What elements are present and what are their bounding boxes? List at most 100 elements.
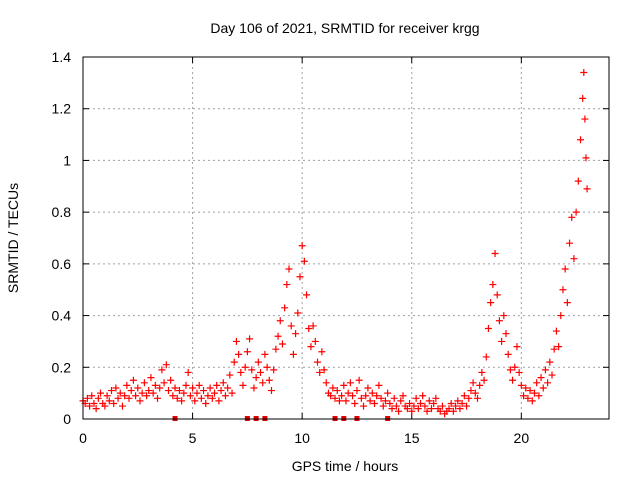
data-point — [241, 363, 249, 371]
data-point — [511, 363, 519, 371]
data-point — [580, 69, 588, 77]
data-point — [202, 399, 210, 407]
data-point — [526, 387, 534, 395]
data-point — [248, 366, 256, 374]
x-tick-label: 20 — [514, 430, 530, 446]
data-point — [572, 208, 580, 216]
data-point — [263, 363, 271, 371]
data-point — [208, 394, 216, 402]
data-point — [147, 374, 155, 382]
data-point — [149, 389, 157, 397]
data-point — [197, 394, 205, 402]
data-point — [489, 281, 497, 289]
data-point — [127, 387, 135, 395]
data-point — [303, 291, 311, 299]
data-point — [458, 399, 466, 407]
data-point — [145, 387, 153, 395]
y-tick-label: 0.2 — [52, 359, 72, 375]
data-point — [92, 405, 100, 413]
data-point — [456, 405, 464, 413]
data-point — [498, 337, 506, 345]
data-point — [495, 317, 503, 325]
data-point — [465, 394, 473, 402]
data-point — [123, 381, 131, 389]
data-point — [432, 394, 440, 402]
data-point — [164, 387, 172, 395]
data-point — [537, 374, 545, 382]
data-point — [390, 394, 398, 402]
plot-frame — [82, 56, 610, 420]
data-point — [252, 374, 260, 382]
y-tick-label: 1 — [63, 152, 71, 168]
data-point — [417, 399, 425, 407]
data-points — [79, 69, 591, 418]
data-point — [289, 350, 297, 358]
data-point — [520, 392, 528, 400]
data-point — [377, 394, 385, 402]
data-point — [351, 399, 359, 407]
data-point — [333, 387, 341, 395]
data-point — [388, 405, 396, 413]
axis-ticks: 0 0.2 0.4 0.6 0.8 1 1.2 1.4 0 5 10 15 20 — [52, 49, 609, 446]
data-point — [219, 379, 227, 387]
data-point — [211, 389, 218, 397]
data-point — [134, 384, 142, 392]
data-point — [539, 384, 547, 392]
data-point — [267, 387, 275, 395]
data-point — [570, 255, 578, 263]
data-point — [480, 376, 488, 384]
data-point — [360, 402, 368, 410]
data-point — [259, 379, 267, 387]
y-tick-label: 1.2 — [52, 101, 72, 117]
data-point — [491, 250, 499, 258]
data-point — [493, 291, 501, 299]
data-point — [175, 387, 183, 395]
y-tick-label: 0.4 — [52, 308, 72, 324]
data-point — [384, 389, 392, 397]
data-point — [392, 402, 400, 410]
data-point — [338, 392, 346, 400]
data-point — [555, 343, 563, 351]
data-point — [423, 407, 431, 415]
data-point — [173, 394, 181, 402]
data-point — [474, 394, 481, 402]
data-point — [118, 402, 126, 410]
data-point — [254, 358, 262, 366]
data-point — [103, 392, 111, 400]
data-point — [298, 242, 306, 250]
data-point — [167, 376, 175, 384]
data-point — [478, 368, 486, 376]
data-point — [346, 379, 354, 387]
data-point — [186, 392, 194, 400]
data-point — [559, 286, 567, 294]
data-point — [204, 392, 212, 400]
data-point — [88, 392, 96, 400]
y-tick-label: 1.4 — [52, 49, 72, 65]
data-point — [370, 399, 378, 407]
data-point — [476, 381, 484, 389]
data-point — [484, 325, 492, 332]
data-point — [316, 368, 324, 376]
data-point — [436, 407, 444, 415]
data-point — [151, 381, 159, 389]
data-point — [154, 394, 162, 402]
data-point — [502, 330, 510, 338]
data-point — [285, 265, 293, 273]
data-point — [138, 389, 146, 397]
data-point — [463, 402, 471, 410]
data-point — [364, 384, 372, 392]
data-point — [454, 397, 462, 405]
data-point — [257, 368, 265, 376]
data-point — [107, 387, 115, 395]
data-point — [544, 379, 552, 387]
data-point — [318, 348, 326, 356]
data-point — [373, 392, 381, 400]
data-point — [300, 257, 308, 265]
data-point — [469, 379, 477, 387]
data-point — [366, 397, 374, 405]
y-axis-label: SRMTID / TECUs — [5, 183, 21, 293]
x-tick-label: 5 — [189, 430, 197, 446]
data-point — [287, 322, 295, 330]
x-tick-label: 10 — [294, 430, 310, 446]
